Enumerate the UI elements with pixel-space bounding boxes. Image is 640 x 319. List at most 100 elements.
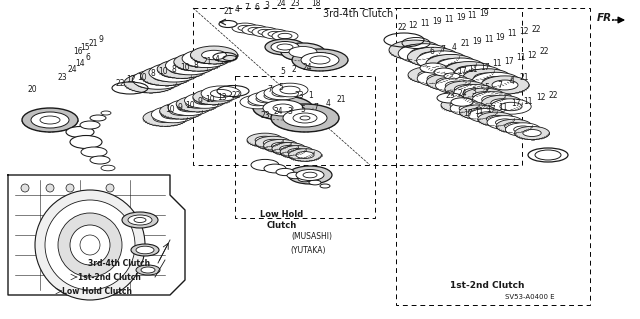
Ellipse shape <box>465 70 492 79</box>
Text: 8: 8 <box>150 70 156 78</box>
Ellipse shape <box>445 81 487 97</box>
Text: 24: 24 <box>457 88 467 98</box>
Ellipse shape <box>258 29 272 35</box>
Text: 22: 22 <box>531 25 541 33</box>
Ellipse shape <box>255 136 291 150</box>
Ellipse shape <box>482 95 504 104</box>
Ellipse shape <box>398 44 450 63</box>
Ellipse shape <box>300 116 310 120</box>
Bar <box>235 76 375 218</box>
Ellipse shape <box>157 60 207 78</box>
Ellipse shape <box>459 105 479 112</box>
Ellipse shape <box>417 70 461 87</box>
Text: 17: 17 <box>457 68 467 77</box>
Text: 21: 21 <box>88 40 98 48</box>
Ellipse shape <box>320 184 330 188</box>
Ellipse shape <box>22 108 78 132</box>
Ellipse shape <box>486 115 506 122</box>
Bar <box>396 8 590 305</box>
Ellipse shape <box>58 213 122 277</box>
Ellipse shape <box>426 55 476 74</box>
Ellipse shape <box>420 63 446 73</box>
Ellipse shape <box>122 212 158 228</box>
Ellipse shape <box>202 93 224 101</box>
Ellipse shape <box>482 95 522 111</box>
Ellipse shape <box>106 184 114 192</box>
Ellipse shape <box>289 47 317 57</box>
Ellipse shape <box>453 65 502 84</box>
Ellipse shape <box>174 53 222 71</box>
Ellipse shape <box>460 105 497 119</box>
Text: 6: 6 <box>429 48 435 56</box>
Ellipse shape <box>251 160 279 171</box>
Ellipse shape <box>90 115 106 121</box>
Text: 8: 8 <box>194 61 198 70</box>
Text: 7: 7 <box>314 102 319 112</box>
Text: 4: 4 <box>509 78 515 86</box>
Text: 4: 4 <box>452 42 456 51</box>
Ellipse shape <box>481 76 529 94</box>
Ellipse shape <box>255 136 275 144</box>
Ellipse shape <box>271 142 291 150</box>
Ellipse shape <box>263 139 283 147</box>
Ellipse shape <box>477 112 497 119</box>
Ellipse shape <box>454 85 496 100</box>
Ellipse shape <box>426 74 470 90</box>
Ellipse shape <box>80 121 100 129</box>
Ellipse shape <box>468 108 488 116</box>
Ellipse shape <box>389 40 441 60</box>
Ellipse shape <box>186 100 208 108</box>
Ellipse shape <box>264 139 298 152</box>
Text: 24: 24 <box>302 63 312 72</box>
Ellipse shape <box>280 145 298 152</box>
Ellipse shape <box>177 61 203 70</box>
Text: 5: 5 <box>278 83 284 92</box>
Ellipse shape <box>242 25 268 35</box>
Ellipse shape <box>247 133 283 147</box>
Ellipse shape <box>419 52 447 62</box>
Ellipse shape <box>153 114 177 122</box>
Ellipse shape <box>277 44 293 50</box>
Text: 1: 1 <box>308 92 314 100</box>
Text: 18: 18 <box>311 0 321 8</box>
Ellipse shape <box>70 136 102 149</box>
Ellipse shape <box>278 33 292 39</box>
Bar <box>193 8 522 165</box>
Ellipse shape <box>474 73 500 83</box>
Text: 17: 17 <box>463 109 473 118</box>
Text: 1st-2nd Clutch: 1st-2nd Clutch <box>78 272 141 281</box>
Text: 12: 12 <box>536 93 546 102</box>
Ellipse shape <box>506 123 541 136</box>
Text: 17: 17 <box>480 63 490 71</box>
Text: 23: 23 <box>445 91 455 100</box>
Ellipse shape <box>309 180 321 185</box>
Ellipse shape <box>262 29 288 39</box>
Text: 9: 9 <box>99 35 104 44</box>
Text: 5: 5 <box>280 68 285 77</box>
Ellipse shape <box>281 43 325 61</box>
Text: 8: 8 <box>172 64 177 73</box>
Ellipse shape <box>70 225 110 265</box>
Ellipse shape <box>159 103 202 119</box>
Text: 11: 11 <box>499 102 508 112</box>
Ellipse shape <box>141 66 191 86</box>
Text: 7: 7 <box>440 44 445 54</box>
Ellipse shape <box>445 81 468 90</box>
Text: 11: 11 <box>468 65 477 75</box>
Ellipse shape <box>248 27 262 33</box>
Ellipse shape <box>170 107 193 115</box>
Ellipse shape <box>21 184 29 192</box>
Text: 11: 11 <box>467 11 477 20</box>
Ellipse shape <box>504 122 524 130</box>
Text: 9: 9 <box>177 102 182 112</box>
Text: (YUTAKA): (YUTAKA) <box>291 246 326 255</box>
Text: 10: 10 <box>205 95 215 105</box>
Text: 3rd-4th Clutch: 3rd-4th Clutch <box>88 258 150 268</box>
Text: 24: 24 <box>276 0 286 9</box>
Text: 3: 3 <box>472 86 476 95</box>
Ellipse shape <box>238 25 252 31</box>
Ellipse shape <box>450 101 470 109</box>
Ellipse shape <box>523 130 541 137</box>
Text: (MUSASHI): (MUSASHI) <box>291 233 333 241</box>
Ellipse shape <box>437 93 463 103</box>
